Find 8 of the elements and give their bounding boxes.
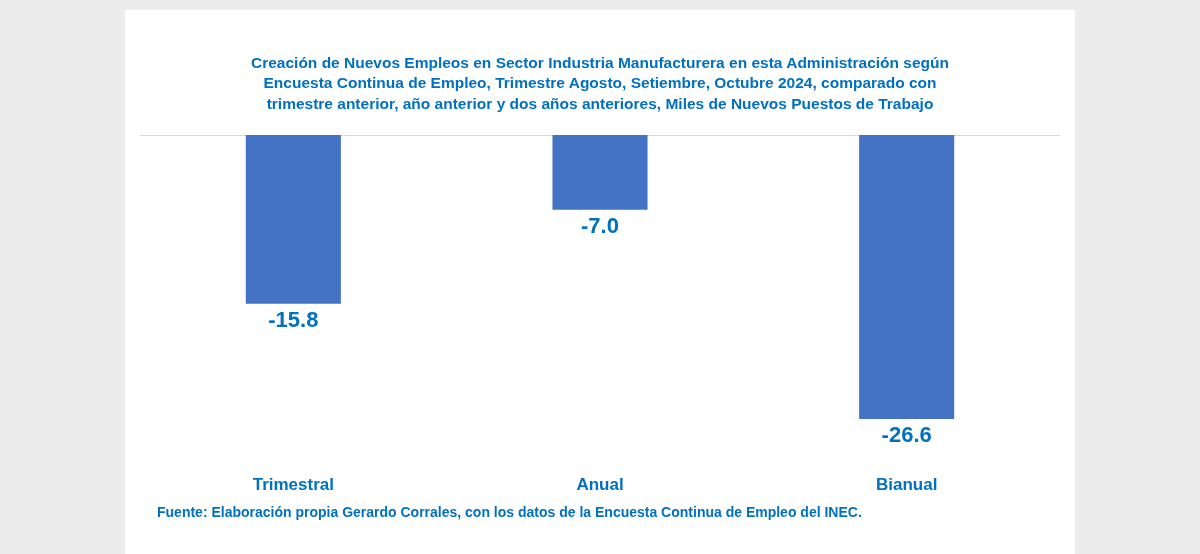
x-tick-label: Anual	[576, 475, 624, 494]
x-tick-label: Bianual	[875, 475, 938, 494]
x-tick-label: Trimestral	[252, 475, 334, 494]
data-label: -26.6	[881, 422, 932, 448]
chart-title: Creación de Nuevos Empleos en Sector Industria Manufacturera en esta Administración según Encuesta Continua de Empleo, Trimestre Agosto, Setiembre, Octubre 2024, comparado con trimestre anterior, año anterior y dos años anteriores, Miles de Nuevos Puestos de Trabajo	[251, 54, 949, 112]
source-note: Fuente: Elaboración propia Gerardo Corrales, con los datos de la Encuesta Continua de Empleo del INEC.	[157, 504, 862, 520]
data-label: -7.0	[581, 212, 619, 238]
data-label: -15.8	[268, 306, 319, 332]
